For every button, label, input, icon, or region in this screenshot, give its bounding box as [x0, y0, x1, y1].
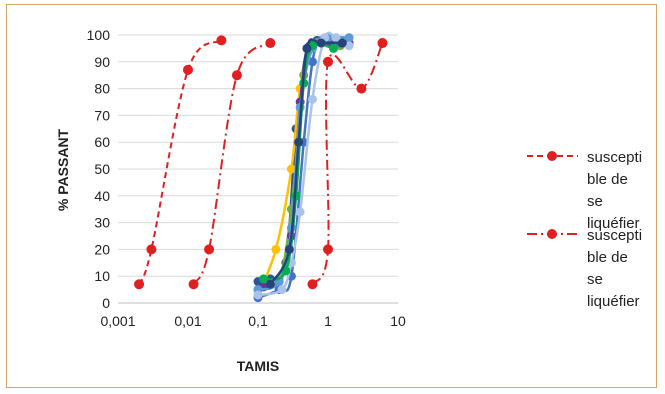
- data-point: [295, 207, 305, 217]
- data-point: [253, 290, 263, 300]
- data-point: [302, 43, 312, 53]
- legend-marker-swatch: [547, 151, 557, 161]
- y-tick-label: 40: [94, 188, 110, 204]
- data-point: [265, 279, 275, 289]
- data-point: [344, 33, 354, 43]
- legend-label: se: [587, 271, 603, 288]
- legend-entry-1: suscepti ble de se liquéfier: [527, 149, 642, 232]
- boundary-point: [323, 56, 333, 67]
- x-tick-label: 1: [324, 313, 332, 329]
- data-point: [259, 274, 269, 284]
- legend-label: suscepti: [587, 149, 642, 166]
- boundary-line-2: [192, 42, 272, 285]
- y-tick-label: 20: [94, 241, 110, 257]
- x-tick-label: 0,001: [100, 313, 135, 329]
- boundary-point: [204, 244, 215, 255]
- legend-label: liquéfier: [587, 293, 640, 310]
- boundary-point: [377, 38, 388, 49]
- data-series: [253, 31, 354, 303]
- boundary-point: [188, 279, 199, 290]
- y-tick-label: 30: [94, 215, 110, 231]
- legend-entry-2: suscepti ble de se liquéfier: [527, 227, 642, 310]
- y-tick-label: 90: [94, 54, 110, 70]
- boundary-point: [183, 64, 193, 75]
- chart-grid: [118, 34, 398, 277]
- x-tick-label: 0,1: [248, 313, 268, 329]
- boundary-point: [216, 35, 227, 46]
- x-axis-title: TAMIS: [237, 358, 280, 374]
- boundary-point: [265, 38, 276, 49]
- y-tick-label: 80: [94, 81, 110, 97]
- data-point: [307, 94, 317, 104]
- legend-label: liquéfier: [587, 215, 640, 232]
- boundary-point: [307, 279, 318, 290]
- boundary-line-1: [138, 39, 223, 285]
- x-tick-label: 0,01: [174, 313, 201, 329]
- x-tick-label: 10: [390, 313, 406, 329]
- x-tick-labels: 0,001 0,01 0,1 1 10: [100, 313, 406, 329]
- y-tick-label: 70: [94, 107, 110, 123]
- data-point: [294, 137, 304, 147]
- y-tick-label: 10: [94, 268, 110, 284]
- boundary-series: [134, 35, 388, 290]
- data-point: [329, 43, 339, 53]
- y-tick-label: 50: [94, 161, 110, 177]
- boundary-point: [231, 70, 242, 81]
- legend-label: suscepti: [587, 227, 642, 244]
- boundary-point: [134, 279, 145, 290]
- data-point: [337, 38, 347, 48]
- y-tick-labels: 0 10 20 30 40 50 60 70 80 90 100: [87, 27, 111, 311]
- data-point: [344, 41, 354, 51]
- legend-label: se: [587, 193, 603, 210]
- legend-label: ble de: [587, 249, 628, 266]
- boundary-line-3: [311, 42, 384, 285]
- data-point: [286, 164, 296, 174]
- data-point: [277, 285, 287, 295]
- legend-marker-swatch: [547, 229, 557, 239]
- y-tick-label: 100: [87, 27, 111, 43]
- data-point: [331, 33, 341, 43]
- boundary-point: [323, 244, 333, 255]
- data-point: [316, 38, 326, 48]
- legend-label: ble de: [587, 171, 628, 188]
- data-series-line-8: [263, 42, 334, 281]
- data-point: [271, 244, 281, 254]
- y-tick-label: 0: [102, 295, 110, 311]
- boundary-point: [356, 83, 367, 94]
- y-tick-label: 60: [94, 134, 110, 150]
- data-point: [307, 57, 317, 67]
- data-point: [284, 244, 294, 254]
- y-axis-title: % PASSANT: [55, 128, 71, 211]
- boundary-point: [146, 244, 157, 255]
